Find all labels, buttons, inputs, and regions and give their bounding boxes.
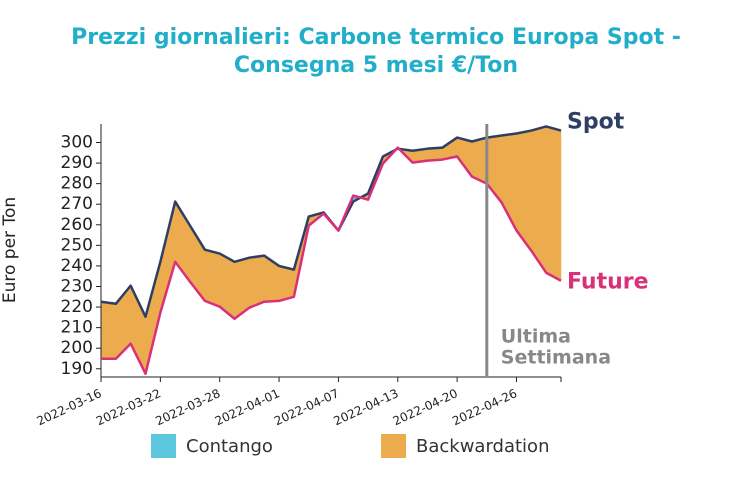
x-tick-label: 2022-04-01	[213, 386, 282, 428]
y-tick-label: 280	[61, 174, 93, 194]
chart-title: Consegna 5 mesi €/Ton	[234, 53, 518, 78]
legend-swatch	[381, 434, 406, 458]
legend-label: Backwardation	[416, 436, 549, 457]
y-tick-label: 270	[61, 194, 93, 214]
legend-label: Contango	[186, 436, 273, 457]
y-tick-label: 300	[61, 133, 93, 153]
y-tick-label: 230	[61, 276, 93, 296]
last-week-label: Settimana	[501, 347, 611, 369]
x-tick-label: 2022-03-28	[153, 386, 222, 428]
x-tick-label: 2022-04-20	[391, 386, 460, 428]
y-axis-label: Euro per Ton	[0, 197, 20, 303]
backwardation-area	[456, 137, 473, 178]
y-tick-label: 210	[61, 318, 93, 338]
series-line	[101, 146, 562, 375]
last-week-label: Ultima	[501, 326, 571, 348]
y-tick-label: 290	[61, 153, 93, 173]
legend-swatch	[151, 434, 176, 458]
series-label: Spot	[567, 110, 625, 135]
chart-title: Prezzi giornalieri: Carbone termico Euro…	[71, 25, 681, 50]
y-tick-label: 200	[61, 338, 93, 358]
x-tick-label: 2022-04-26	[450, 386, 519, 428]
backwardation-area	[263, 255, 280, 302]
y-tick-label: 220	[61, 297, 93, 317]
backwardation-area	[100, 301, 117, 359]
backwardation-area	[249, 255, 265, 309]
backwardation-area	[204, 249, 220, 308]
y-tick-label: 240	[61, 256, 93, 276]
backwardation-area	[545, 126, 562, 282]
y-tick-label: 260	[61, 215, 93, 235]
x-tick-label: 2022-04-07	[272, 386, 341, 428]
series-label: Future	[567, 270, 649, 295]
x-tick-label: 2022-04-13	[331, 386, 400, 428]
backwardation-area	[278, 265, 295, 302]
x-tick-label: 2022-03-22	[94, 386, 163, 428]
y-tick-label: 190	[61, 359, 93, 379]
y-tick-label: 250	[61, 235, 93, 255]
backwardation-area	[531, 126, 547, 274]
x-tick-label: 2022-03-16	[35, 386, 104, 428]
